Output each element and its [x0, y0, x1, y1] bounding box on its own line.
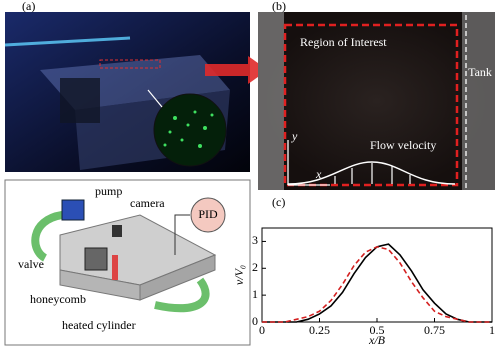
line-series [262, 243, 492, 323]
x-tick-label: 0 [259, 323, 265, 337]
x-axis-title: x/B [368, 333, 386, 347]
camera-label: camera [130, 196, 165, 210]
diagram [4, 179, 251, 346]
photo-a [4, 12, 250, 172]
chart: 0 1 2 3 0 0.25 0.5 0.75 1 [252, 227, 495, 337]
flow-label: Flow velocity [370, 138, 436, 152]
x-label: x [315, 167, 322, 181]
line-series [262, 245, 492, 323]
x-tick-label: 0.25 [309, 323, 330, 337]
heated-cylinder-label: heated cylinder [62, 318, 136, 332]
y-tick-label: 2 [252, 260, 258, 274]
cylinder-label: cylinder [290, 190, 329, 204]
photo-b [258, 12, 495, 190]
y-tick-label: 1 [252, 287, 258, 301]
y-axis-title: v/V₀ [232, 265, 246, 285]
panel-label: (c) [272, 195, 285, 209]
pid-label: PID [198, 207, 218, 221]
y-tick-label: 3 [252, 233, 258, 247]
pump-label: pump [95, 184, 122, 198]
arrow [205, 56, 268, 84]
panel-label: (a) [22, 0, 35, 13]
x-tick-label: 1 [489, 323, 495, 337]
valve-label: valve [18, 257, 44, 271]
roi-label: Region of Interest [300, 35, 387, 49]
y-tick-label: 0 [252, 314, 258, 328]
y-label: y [291, 129, 298, 143]
plot-frame [261, 227, 493, 323]
tank-label: Tank [468, 65, 492, 79]
panel-label: (b) [272, 0, 286, 13]
honeycomb-label: honeycomb [30, 292, 86, 306]
x-tick-label: 0.5 [370, 323, 385, 337]
x-tick-label: 0.75 [424, 323, 445, 337]
